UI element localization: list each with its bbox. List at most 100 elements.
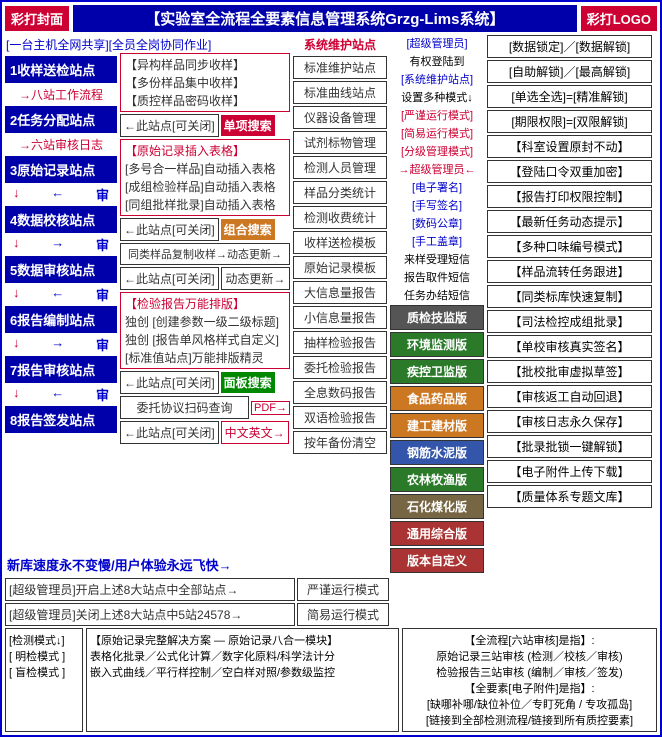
station-8[interactable]: 8报告签发站点: [5, 406, 117, 433]
check-icon: 审: [96, 285, 109, 304]
simple-mode[interactable]: 简易运行模式: [297, 603, 389, 626]
task-notify[interactable]: 【最新任务动态提示】: [487, 210, 652, 233]
version-petro[interactable]: 石化煤化版: [390, 494, 484, 519]
station-3[interactable]: 3原始记录站点: [5, 156, 117, 183]
menu-sample-stats[interactable]: 样品分类统计: [293, 181, 387, 204]
group2-line3: [成组检验样品]自动插入表格: [123, 178, 287, 195]
detect-mode-2: [ 盲检模式 ]: [9, 664, 79, 680]
audit-log-save[interactable]: 【审核日志永久保存】: [487, 410, 652, 433]
version-custom[interactable]: 版本自定义: [390, 548, 484, 573]
dynamic-update2: 动态更新→: [221, 267, 290, 290]
report-group: 【检验报告万能排版】 独创 [创建参数一级二级标题] 独创 [报告单风格样式自定…: [120, 292, 290, 369]
password-encrypt[interactable]: 【登陆口令双重加密】: [487, 160, 652, 183]
arrow-left-icon: ←: [51, 185, 64, 204]
panel-search-button[interactable]: 面板搜索: [221, 372, 275, 393]
close-station-box2[interactable]: ←此站点[可关闭]: [120, 218, 219, 241]
version-cdc[interactable]: 疾控卫监版: [390, 359, 484, 384]
detect-mode-title: [检测模式↓]: [9, 632, 79, 648]
admin-open-all[interactable]: [超级管理员]开启上述8大站点中全部站点→: [5, 578, 295, 601]
menu-holo-report[interactable]: 全息数码报告: [293, 381, 387, 404]
legal-batch[interactable]: 【司法检控成组批录】: [487, 310, 652, 333]
station-5[interactable]: 5数据审核站点: [5, 256, 117, 283]
number-mode[interactable]: 【多种口味编号模式】: [487, 235, 652, 258]
workflow-label: →八站工作流程: [5, 85, 117, 104]
six-station-box: 【全流程[六站审核]是指】: 原始记录三站审核 (检测／校核／审核) 检验报告三…: [402, 628, 657, 732]
station-7[interactable]: 7报告审核站点: [5, 356, 117, 383]
close-station-box4[interactable]: ←此站点[可关闭]: [120, 371, 219, 394]
close-station-box5[interactable]: ←此站点[可关闭]: [120, 421, 219, 444]
quality-library[interactable]: 【质量体系专题文库】: [487, 485, 652, 508]
station-1[interactable]: 1收样送检站点: [5, 56, 117, 83]
attachment-upload[interactable]: 【电子附件上传下载】: [487, 460, 652, 483]
group3-line2: 独创 [创建参数一级二级标题]: [123, 313, 287, 330]
version-quality[interactable]: 质检技监版: [390, 305, 484, 330]
batch-audit-sign[interactable]: 【批校批审虚拟草签】: [487, 360, 652, 383]
right-line1: 原始记录三站审核 (检测／校核／审核): [406, 648, 653, 664]
menu-equipment[interactable]: 仪器设备管理: [293, 106, 387, 129]
right-title: 【全流程[六站审核]是指】:: [406, 632, 653, 648]
admin-close-some[interactable]: [超级管理员]关闭上述8大站点中5站24578→: [5, 603, 295, 626]
version-food[interactable]: 食品药品版: [390, 386, 484, 411]
single-search-button[interactable]: 单项搜索: [221, 115, 275, 136]
select-unlock[interactable]: [单选全选]=[精准解锁]: [487, 85, 652, 108]
close-station-box1[interactable]: ←此站点[可关闭]: [120, 114, 219, 137]
arrow-down-icon: ↓: [13, 235, 20, 254]
lock-unlock[interactable]: [数据锁定]／[数据解锁]: [487, 35, 652, 58]
version-env[interactable]: 环境监测版: [390, 332, 484, 357]
version-steel[interactable]: 钢筋水泥版: [390, 440, 484, 465]
menu-fee-stats[interactable]: 检测收费统计: [293, 206, 387, 229]
pdf-export-button[interactable]: PDF→: [251, 401, 290, 415]
station-6[interactable]: 6报告编制站点: [5, 306, 117, 333]
batch-unlock[interactable]: 【批录批锁一键解锁】: [487, 435, 652, 458]
menu-record-template[interactable]: 原始记录模板: [293, 256, 387, 279]
menu-curve[interactable]: 标准曲线站点: [293, 81, 387, 104]
mid-line1: 【原始记录完整解决方案 — 原始记录八合一模块】: [90, 632, 395, 648]
menu-sample-report[interactable]: 抽样检验报告: [293, 331, 387, 354]
mode-strict: [严谨运行模式]: [390, 107, 484, 123]
self-unlock[interactable]: [自助解锁]／[最高解锁]: [487, 60, 652, 83]
super-admin: →超级管理员←: [390, 161, 484, 177]
admin-label4: 设置多种模式↓: [390, 89, 484, 105]
menu-intake-template[interactable]: 收样送检模板: [293, 231, 387, 254]
sample-track[interactable]: 【样品流转任务跟进】: [487, 260, 652, 283]
version-construction[interactable]: 建工建材版: [390, 413, 484, 438]
language-toggle[interactable]: 中文英文→: [221, 421, 289, 444]
menu-reagent[interactable]: 试剂标物管理: [293, 131, 387, 154]
menu-small-report[interactable]: 小信息量报告: [293, 306, 387, 329]
audit-rollback[interactable]: 【审核返工自动回退】: [487, 385, 652, 408]
dept-setting[interactable]: 【科室设置原封不动】: [487, 135, 652, 158]
scan-query-box[interactable]: 委托协议扫码查询: [120, 396, 249, 419]
right-line4: [缺哪补哪/缺位补位／专盯死角 / 专攻孤岛]: [406, 696, 653, 712]
sig-2: [手写签名]: [390, 197, 484, 213]
limit-unlock[interactable]: [期限权限]=[双限解锁]: [487, 110, 652, 133]
check-icon: 审: [96, 185, 109, 204]
single-audit-sign[interactable]: 【单校审核真实签名】: [487, 335, 652, 358]
arrow-down-icon: ↓: [13, 185, 20, 204]
lib-copy[interactable]: 【同类标库快速复制】: [487, 285, 652, 308]
print-logo-button[interactable]: 彩打LOGO: [581, 6, 657, 31]
station-4[interactable]: 4数据校核站点: [5, 206, 117, 233]
menu-big-report[interactable]: 大信息量报告: [293, 281, 387, 304]
version-general[interactable]: 通用综合版: [390, 521, 484, 546]
print-cover-button[interactable]: 彩打封面: [5, 6, 69, 31]
right-line2: 检验报告三站审核 (编制／审核／签发): [406, 664, 653, 680]
app-title: 【实验室全流程全要素信息管理系统Grzg-Lims系统】: [73, 5, 577, 32]
menu-commission-report[interactable]: 委托检验报告: [293, 356, 387, 379]
group1-line2: 【多份样品集中收样】: [123, 74, 287, 91]
menu-standard-maint[interactable]: 标准维护站点: [293, 56, 387, 79]
menu-yearly-backup[interactable]: 按年备份清空: [293, 431, 387, 454]
version-agri[interactable]: 农林牧渔版: [390, 467, 484, 492]
strict-mode[interactable]: 严谨运行模式: [297, 578, 389, 601]
admin-label2: 有权登陆到: [390, 53, 484, 69]
menu-personnel[interactable]: 检测人员管理: [293, 156, 387, 179]
arrow-down-icon: ↓: [13, 385, 20, 404]
group3-line3: 独创 [报告单风格样式自定义]: [123, 331, 287, 348]
sms-1: 来样受理短信: [390, 251, 484, 267]
print-perm[interactable]: 【报告打印权限控制】: [487, 185, 652, 208]
menu-bilingual-report[interactable]: 双语检验报告: [293, 406, 387, 429]
close-station-box3[interactable]: ←此站点[可关闭]: [120, 267, 219, 290]
record-solution-box: 【原始记录完整解决方案 — 原始记录八合一模块】 表格化批录／公式化计算／数字化…: [86, 628, 399, 732]
group3-line1: 【检验报告万能排版】: [123, 295, 287, 312]
station-2[interactable]: 2任务分配站点: [5, 106, 117, 133]
combo-search-button[interactable]: 组合搜索: [221, 219, 275, 240]
